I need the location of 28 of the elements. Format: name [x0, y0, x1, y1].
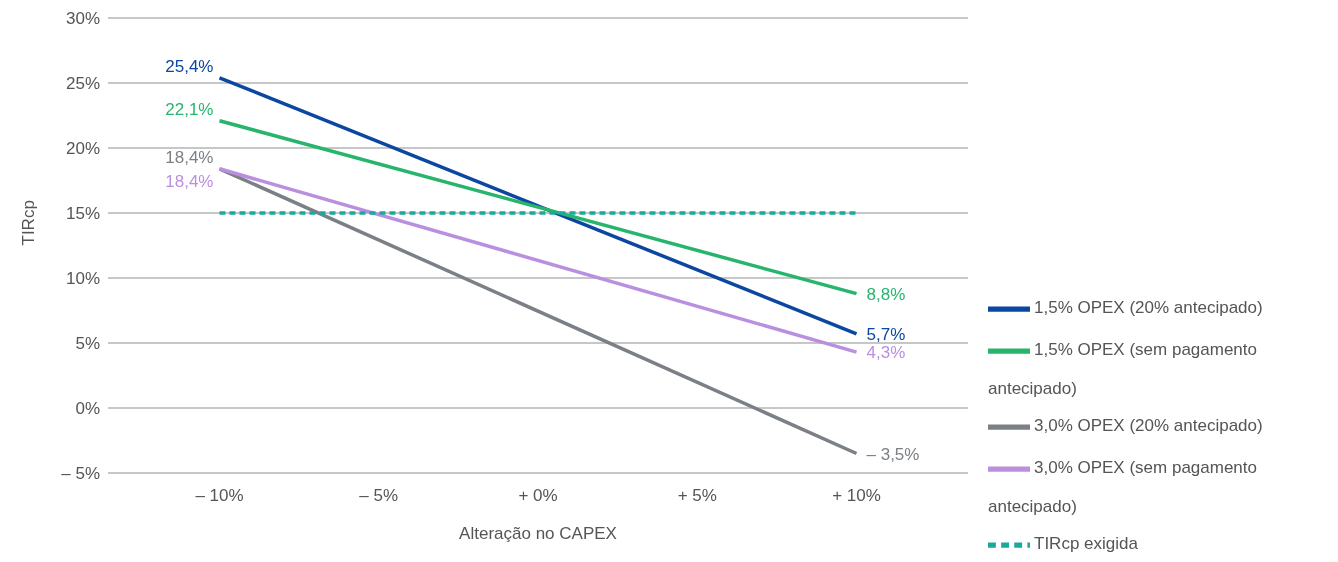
data-label: 8,8%: [866, 284, 906, 304]
x-tick-label: – 10%: [195, 486, 244, 506]
data-label: – 3,5%: [866, 444, 920, 464]
legend-label: 3,0% OPEX (20% antecipado): [1034, 416, 1263, 436]
y-tick-label: 20%: [65, 139, 100, 159]
x-tick-label: + 5%: [677, 486, 717, 506]
y-axis-title: TIRcp: [19, 200, 39, 246]
x-tick-label: + 10%: [832, 486, 881, 506]
x-tick-label: + 0%: [518, 486, 558, 506]
data-label: 25,4%: [165, 56, 214, 76]
y-tick-label: 30%: [65, 9, 100, 29]
legend-label: 1,5% OPEX (sem pagamento antecipado): [988, 340, 1258, 398]
data-label: 5,7%: [866, 324, 906, 344]
y-tick-label: 15%: [65, 204, 100, 224]
y-tick-label: 10%: [65, 269, 100, 289]
y-tick-label: – 5%: [61, 464, 100, 484]
data-label: 4,3%: [866, 343, 906, 363]
y-tick-label: 5%: [75, 334, 100, 354]
x-tick-label: – 5%: [359, 486, 399, 506]
legend-label: 3,0% OPEX (sem pagamento antecipado): [988, 458, 1258, 516]
data-label: 22,1%: [165, 99, 214, 119]
data-label: 18,4%: [165, 171, 214, 191]
x-axis-title: Alteração no CAPEX: [459, 524, 617, 543]
legend-label: TIRcp exigida: [1034, 534, 1138, 554]
data-label: 18,4%: [165, 147, 214, 167]
y-tick-label: 0%: [75, 399, 100, 419]
legend-label: 1,5% OPEX (20% antecipado): [1034, 298, 1263, 318]
y-tick-label: 25%: [65, 74, 100, 94]
